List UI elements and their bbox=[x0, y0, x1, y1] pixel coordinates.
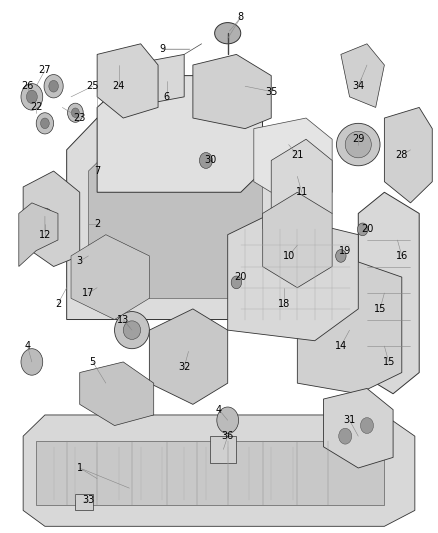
Polygon shape bbox=[80, 362, 154, 425]
Text: 2: 2 bbox=[55, 298, 61, 309]
Circle shape bbox=[357, 223, 368, 236]
Polygon shape bbox=[323, 389, 393, 468]
Text: 33: 33 bbox=[82, 495, 95, 505]
Bar bbox=[75, 495, 93, 511]
Ellipse shape bbox=[123, 321, 141, 340]
Text: 7: 7 bbox=[94, 166, 100, 176]
Circle shape bbox=[339, 428, 352, 444]
Text: 4: 4 bbox=[216, 405, 222, 415]
Text: 25: 25 bbox=[87, 81, 99, 91]
Text: 20: 20 bbox=[361, 224, 373, 235]
Circle shape bbox=[21, 84, 43, 110]
Circle shape bbox=[199, 152, 212, 168]
Text: 5: 5 bbox=[90, 357, 96, 367]
Polygon shape bbox=[23, 171, 80, 266]
Polygon shape bbox=[228, 214, 358, 341]
Text: 20: 20 bbox=[235, 272, 247, 282]
Circle shape bbox=[71, 108, 79, 117]
Polygon shape bbox=[254, 118, 332, 203]
Text: 21: 21 bbox=[291, 150, 304, 160]
Text: 24: 24 bbox=[113, 81, 125, 91]
Text: 32: 32 bbox=[178, 362, 191, 372]
Bar bbox=[210, 436, 237, 463]
Circle shape bbox=[41, 118, 49, 128]
Text: 27: 27 bbox=[39, 66, 51, 75]
Text: 16: 16 bbox=[396, 251, 408, 261]
Polygon shape bbox=[385, 108, 432, 203]
Polygon shape bbox=[97, 76, 262, 192]
Circle shape bbox=[231, 276, 242, 289]
Circle shape bbox=[360, 418, 374, 433]
Polygon shape bbox=[271, 139, 332, 235]
Polygon shape bbox=[36, 441, 385, 505]
Text: 15: 15 bbox=[382, 357, 395, 367]
Text: 2: 2 bbox=[94, 219, 100, 229]
Text: 36: 36 bbox=[222, 431, 234, 441]
Text: 8: 8 bbox=[238, 12, 244, 22]
Text: 1: 1 bbox=[77, 463, 83, 473]
Text: 6: 6 bbox=[164, 92, 170, 102]
Text: 17: 17 bbox=[82, 288, 95, 298]
Text: 22: 22 bbox=[30, 102, 42, 112]
Circle shape bbox=[36, 208, 53, 229]
Circle shape bbox=[21, 349, 43, 375]
Text: 4: 4 bbox=[25, 341, 31, 351]
Polygon shape bbox=[262, 192, 332, 288]
Text: 3: 3 bbox=[77, 256, 83, 266]
Text: 13: 13 bbox=[117, 314, 129, 325]
Polygon shape bbox=[71, 235, 149, 319]
Polygon shape bbox=[88, 150, 262, 298]
Text: 9: 9 bbox=[159, 44, 166, 54]
Polygon shape bbox=[149, 309, 228, 405]
Circle shape bbox=[44, 75, 63, 98]
Text: 19: 19 bbox=[339, 246, 351, 256]
Circle shape bbox=[336, 249, 346, 262]
Text: 31: 31 bbox=[343, 415, 356, 425]
Polygon shape bbox=[67, 118, 284, 319]
Polygon shape bbox=[97, 44, 158, 118]
Text: 34: 34 bbox=[352, 81, 364, 91]
Circle shape bbox=[67, 103, 83, 122]
Circle shape bbox=[217, 407, 239, 433]
Polygon shape bbox=[127, 54, 184, 108]
Text: 29: 29 bbox=[352, 134, 364, 144]
Circle shape bbox=[36, 113, 53, 134]
Circle shape bbox=[49, 80, 58, 92]
Text: 11: 11 bbox=[296, 187, 308, 197]
Text: 18: 18 bbox=[278, 298, 290, 309]
Text: 35: 35 bbox=[265, 86, 277, 96]
Text: 12: 12 bbox=[39, 230, 51, 240]
Ellipse shape bbox=[215, 22, 241, 44]
Text: 28: 28 bbox=[396, 150, 408, 160]
Ellipse shape bbox=[336, 123, 380, 166]
Text: 14: 14 bbox=[335, 341, 347, 351]
Text: 15: 15 bbox=[374, 304, 386, 314]
Polygon shape bbox=[23, 415, 415, 526]
Polygon shape bbox=[193, 54, 271, 128]
Text: 30: 30 bbox=[204, 156, 216, 165]
Polygon shape bbox=[341, 44, 385, 108]
Ellipse shape bbox=[115, 312, 149, 349]
Polygon shape bbox=[358, 192, 419, 394]
Text: 10: 10 bbox=[283, 251, 295, 261]
Ellipse shape bbox=[345, 131, 371, 158]
Polygon shape bbox=[297, 256, 402, 394]
Text: 23: 23 bbox=[74, 113, 86, 123]
Text: 26: 26 bbox=[21, 81, 34, 91]
Polygon shape bbox=[19, 203, 58, 266]
Circle shape bbox=[26, 90, 37, 103]
